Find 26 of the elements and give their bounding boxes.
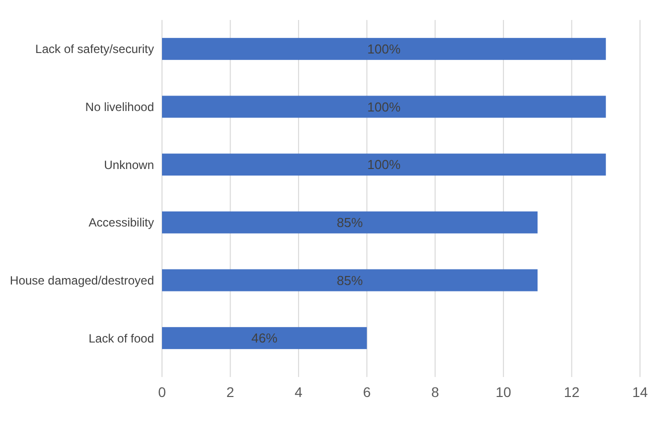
y-tick-label: Accessibility — [88, 216, 154, 230]
y-tick-label: House damaged/destroyed — [10, 273, 154, 288]
x-tick-label: 12 — [564, 384, 580, 400]
annotation: 46% — [251, 330, 278, 346]
x-tick-label: 8 — [431, 384, 440, 400]
y-tick-label: No livelihood — [85, 100, 154, 114]
annotation: 100% — [367, 41, 401, 56]
annotation: 85% — [336, 214, 364, 230]
annotation: 100% — [367, 99, 401, 114]
x-tick-label: 10 — [496, 384, 512, 400]
y-tick-label: Unknown — [104, 158, 154, 172]
x-tick-label: 6 — [362, 384, 371, 400]
annotation: 100% — [367, 157, 401, 172]
bar — [162, 38, 606, 60]
annotation: 85% — [336, 272, 364, 288]
x-tick-label: 0 — [158, 384, 166, 400]
bar — [162, 96, 606, 118]
x-tick-label: 2 — [226, 384, 234, 400]
bar — [162, 269, 538, 292]
bar — [162, 211, 538, 234]
x-tick-label: 14 — [632, 384, 648, 400]
x-tick-label: 4 — [294, 384, 303, 400]
y-tick-label: Lack of safety/security — [35, 42, 154, 56]
y-tick-label: Lack of food — [88, 331, 154, 346]
bar — [162, 154, 606, 176]
bar — [162, 327, 367, 350]
